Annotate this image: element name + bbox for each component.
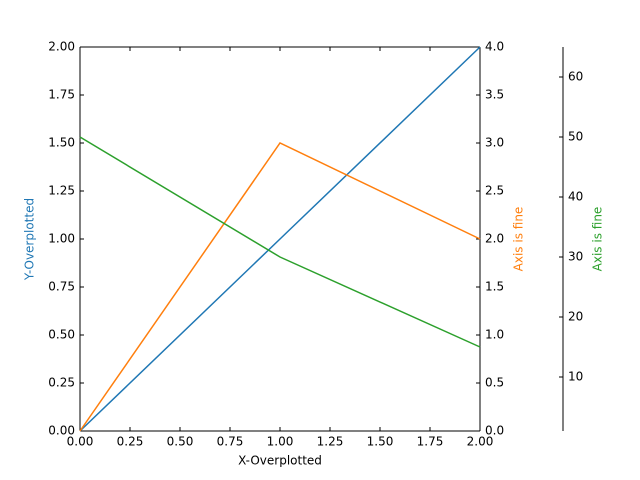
x-tick-label: 2.00	[467, 435, 494, 449]
x-tick-label: 1.25	[317, 435, 344, 449]
y2-tick-label: 0.5	[485, 376, 504, 390]
x-tick-label: 0.25	[117, 435, 144, 449]
y2-tick-label: 3.5	[485, 88, 504, 102]
y-tick-label: 1.75	[48, 88, 75, 102]
y-tick-label: 0.50	[48, 328, 75, 342]
y2-axis-label: Axis is fine	[512, 207, 526, 272]
y2-tick-label: 3.0	[485, 136, 504, 150]
y-tick-label: 0.00	[48, 424, 75, 438]
x-tick-label: 1.50	[367, 435, 394, 449]
y-tick-label: 0.25	[48, 376, 75, 390]
x-tick-label: 0.00	[67, 435, 94, 449]
y3-tick-label: 40	[568, 190, 583, 204]
y2-tick-label: 1.5	[485, 280, 504, 294]
data-line	[79, 142, 481, 432]
x-tick-label: 0.50	[167, 435, 194, 449]
y2-tick-label: 2.0	[485, 232, 504, 246]
x-tick-label: 1.75	[417, 435, 444, 449]
y-axis-label: Y-Overplotted	[23, 198, 37, 281]
y3-tick-label: 50	[568, 130, 583, 144]
y3-tick-label: 60	[568, 70, 583, 84]
y2-tick-label: 0.0	[485, 424, 504, 438]
x-axis-label: X-Overplotted	[238, 454, 322, 468]
y-tick-label: 1.25	[48, 184, 75, 198]
y-tick-label: 1.50	[48, 136, 75, 150]
y3-tick-label: 10	[568, 370, 583, 384]
y3-tick-label: 30	[568, 250, 583, 264]
y2-tick-label: 1.0	[485, 328, 504, 342]
y-tick-label: 0.75	[48, 280, 75, 294]
y2-tick-label: 4.0	[485, 40, 504, 54]
y3-axis-label: Axis is fine	[591, 207, 605, 272]
y-tick-label: 2.00	[48, 40, 75, 54]
y2-tick-label: 2.5	[485, 184, 504, 198]
data-line	[79, 46, 481, 432]
y-tick-label: 1.00	[48, 232, 75, 246]
y3-tick-label: 20	[568, 310, 583, 324]
x-tick-label: 1.00	[267, 435, 294, 449]
data-line	[79, 136, 481, 348]
x-tick-label: 0.75	[217, 435, 244, 449]
